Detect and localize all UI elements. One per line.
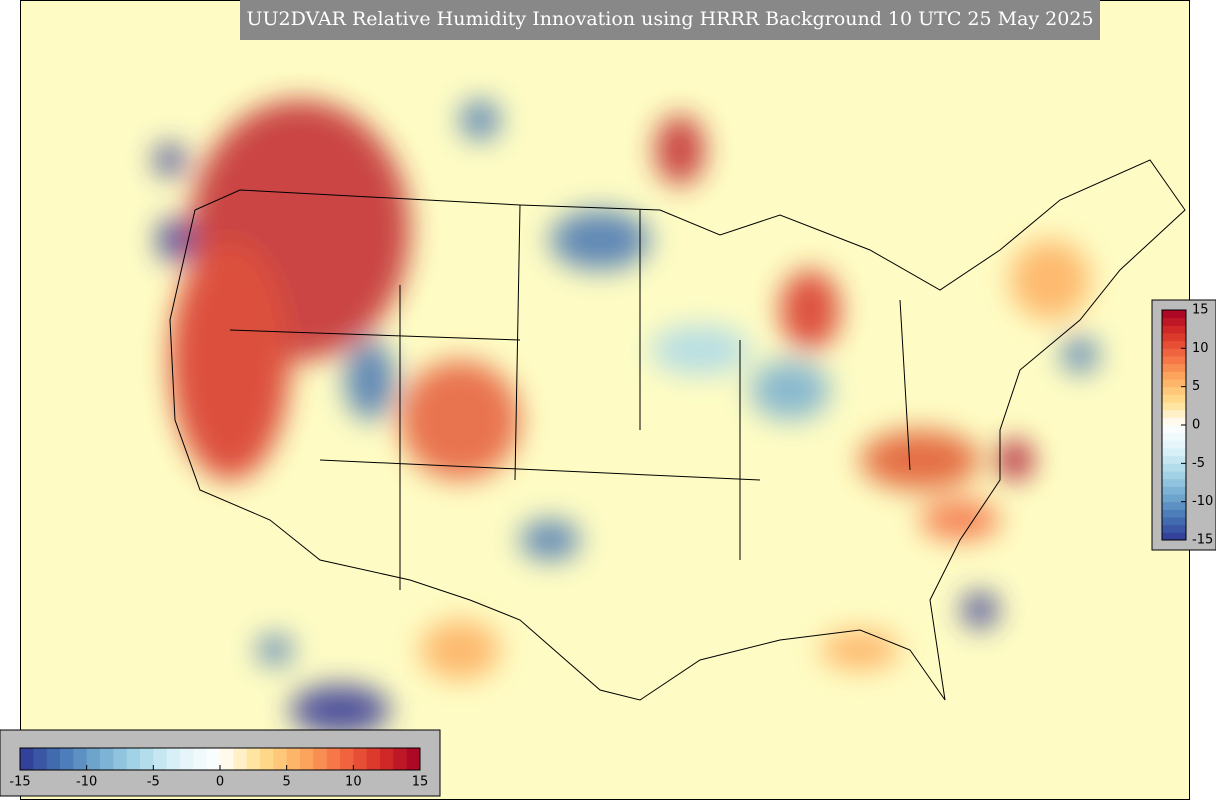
colorbar-swatch: [406, 748, 421, 770]
colorbar-swatch: [1162, 409, 1186, 418]
tick-label: -10: [1192, 494, 1213, 509]
colorbar-swatch: [1162, 386, 1186, 395]
colorbar-swatch: [286, 748, 301, 770]
colorbar-swatch: [60, 748, 74, 770]
colorbar-swatch: [393, 748, 408, 770]
colorbar-swatch: [233, 748, 248, 770]
colorbar-swatch: [260, 748, 274, 770]
colorbar-swatch: [166, 748, 181, 770]
tick-label: 10: [345, 775, 362, 790]
colorbar-swatch: [1162, 325, 1186, 334]
colorbar-swatch: [1162, 471, 1186, 480]
colorbar-swatch: [1162, 448, 1186, 457]
colorbar-swatch: [1162, 501, 1186, 510]
colorbar-swatch: [1162, 440, 1186, 449]
tick-label: 5: [283, 775, 291, 790]
colorbar-swatch: [1162, 402, 1186, 411]
map: [20, 0, 1190, 800]
colorbar-swatch: [313, 748, 328, 770]
colorbar-swatch: [1162, 486, 1186, 495]
colorbar-swatch: [193, 748, 208, 770]
colorbar-swatch: [1162, 333, 1186, 342]
colorbar-swatch: [353, 748, 368, 770]
colorbar-swatch: [1162, 340, 1186, 349]
title-box: [240, 0, 1100, 40]
colorbar-swatch: [1162, 310, 1186, 319]
tick-label: 5: [1192, 379, 1200, 394]
colorbar-swatch: [300, 748, 314, 770]
colorbar-swatch: [20, 748, 34, 770]
boundaries: [169, 159, 1186, 701]
tick-label: -15: [9, 775, 30, 790]
colorbar-swatch: [126, 748, 141, 770]
tick-label: -5: [1192, 456, 1205, 471]
colorbar-swatch: [33, 748, 48, 770]
colorbar-swatch: [1162, 425, 1186, 434]
colorbar-swatch: [86, 748, 101, 770]
colorbar-swatch: [246, 748, 261, 770]
tick-label: 0: [1192, 418, 1200, 433]
tick-label: -5: [147, 775, 160, 790]
colorbar-swatch: [153, 748, 168, 770]
colorbar-swatch: [1162, 463, 1186, 472]
colorbar-swatch: [180, 748, 194, 770]
colorbar-swatch: [1162, 509, 1186, 518]
colorbar-swatch: [326, 748, 341, 770]
colorbar-swatch: [73, 748, 88, 770]
colorbar-swatch: [1162, 363, 1186, 372]
colorbar-bottom: -15 -10 -5 0 5 10 15: [0, 729, 441, 797]
colorbar-swatch: [113, 748, 128, 770]
colorbar-swatch: [100, 748, 114, 770]
colorbar-right: 15 10 5 0 -5 -10 -15: [1151, 299, 1216, 551]
colorbar-swatch: [220, 748, 234, 770]
colorbar-swatch: [46, 748, 61, 770]
colorbar-swatch: [1162, 524, 1186, 533]
colorbar-swatch: [1162, 356, 1186, 365]
tick-label: 0: [216, 775, 224, 790]
tick-label: 15: [412, 775, 429, 790]
colorbar-swatch: [1162, 348, 1186, 357]
colorbar-swatch: [340, 748, 354, 770]
colorbar-swatch: [1162, 517, 1186, 526]
colorbar-swatch: [1162, 455, 1186, 464]
colorbar-swatch: [1162, 394, 1186, 403]
colorbar-swatch: [380, 748, 394, 770]
colorbar-swatch: [366, 748, 381, 770]
colorbar-swatch: [1162, 532, 1186, 541]
colorbar-swatch: [1162, 478, 1186, 487]
colorbar-swatch: [1162, 494, 1186, 503]
colorbar-swatch: [1162, 371, 1186, 380]
colorbar-swatch: [1162, 379, 1186, 388]
colorbar-swatch: [1162, 317, 1186, 326]
title: UU2DVAR Relative Humidity Innovation usi…: [246, 8, 1093, 30]
colorbar-swatch: [273, 748, 288, 770]
innovation-field: [154, 100, 1098, 735]
colorbar-swatch: [1162, 432, 1186, 441]
colorbar-swatch: [1162, 417, 1186, 426]
tick-label: -10: [76, 775, 97, 790]
colorbar-swatch: [206, 748, 221, 770]
colorbar-swatch: [140, 748, 154, 770]
tick-label: 15: [1192, 303, 1209, 318]
tick-label: 10: [1192, 341, 1209, 356]
tick-label: -15: [1192, 533, 1213, 548]
